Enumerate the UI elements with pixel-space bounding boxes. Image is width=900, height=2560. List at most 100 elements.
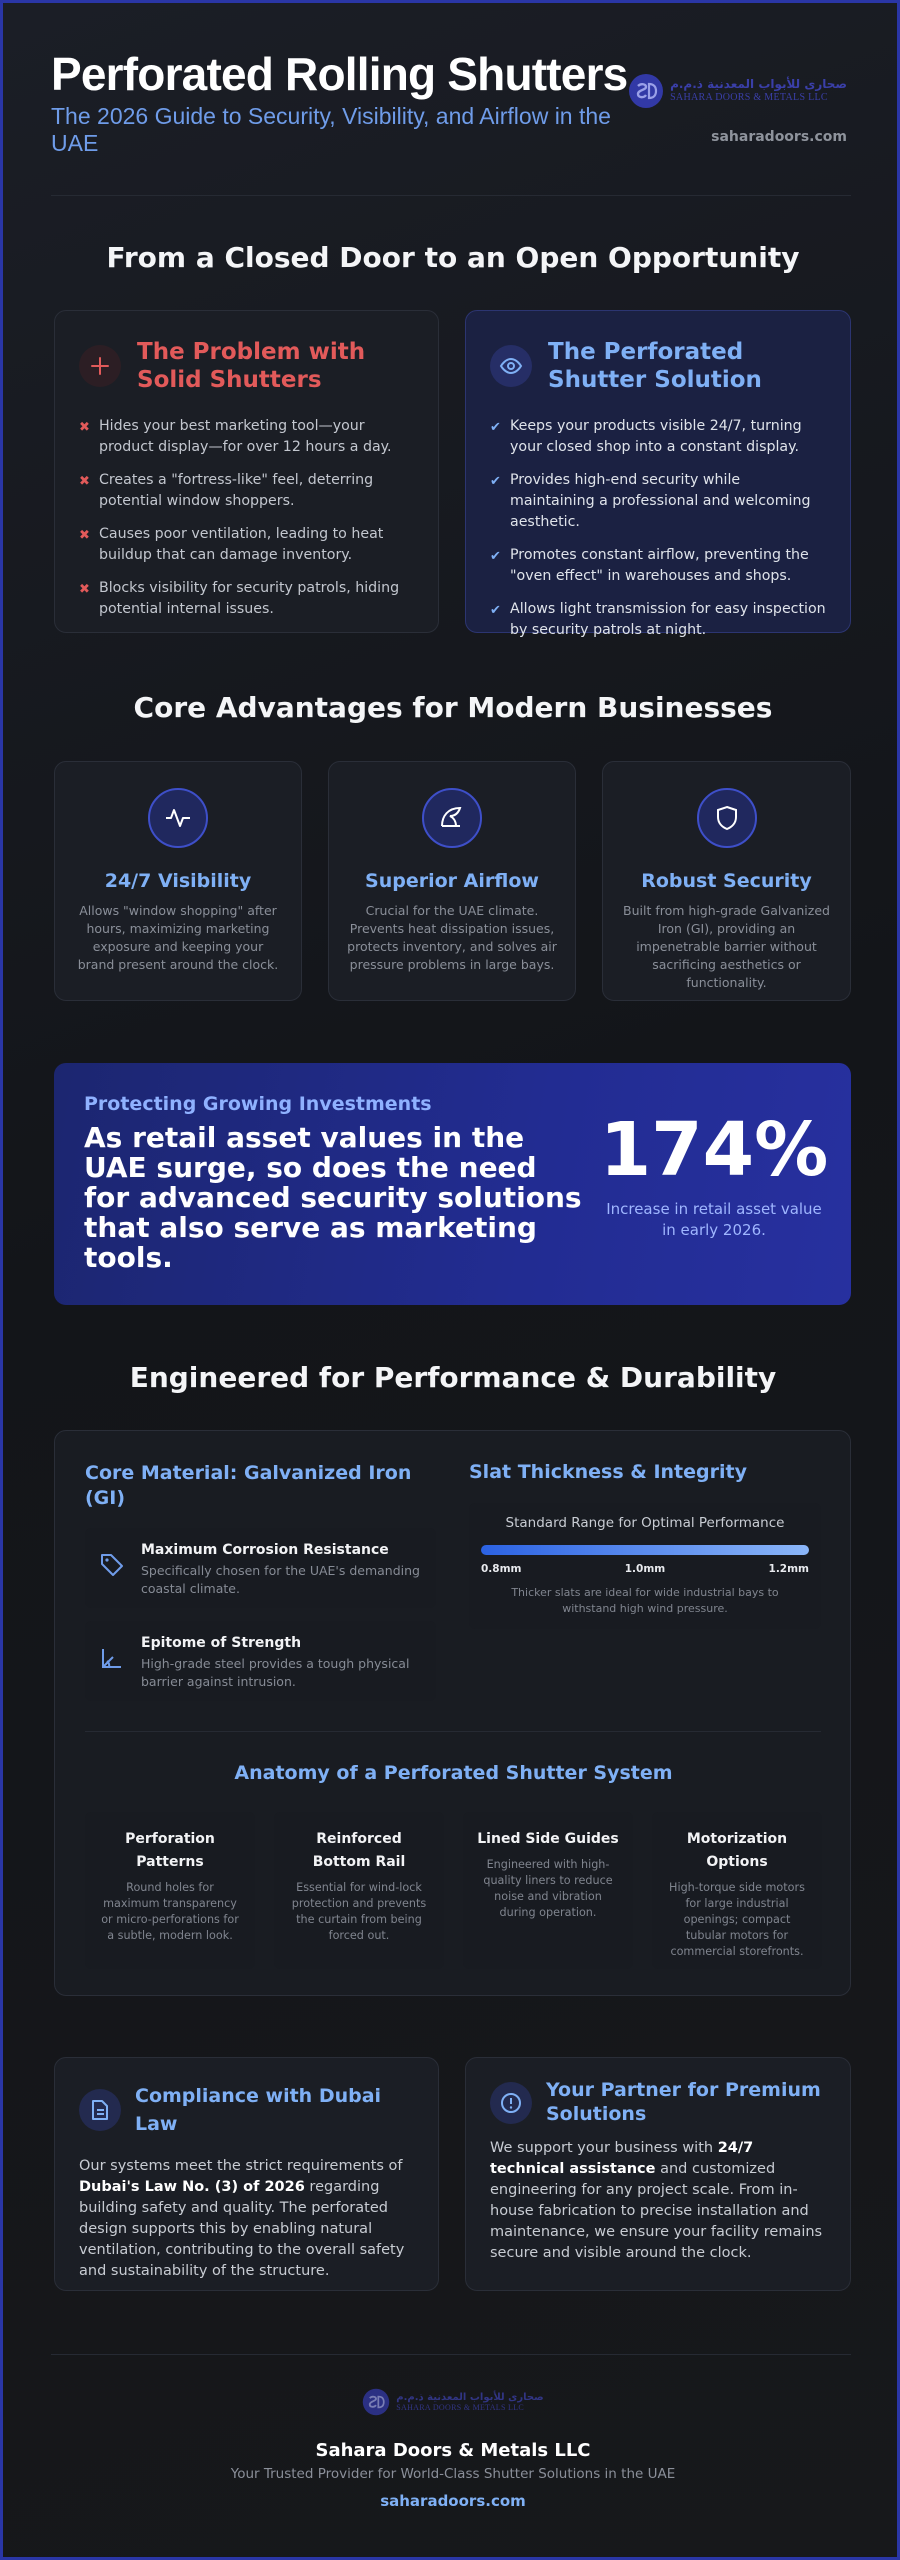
part-title: Perforation Patterns bbox=[125, 1831, 215, 1870]
problem-item: ✖ Creates a "fortress-like" feel, deterri… bbox=[79, 472, 374, 509]
solution-item: ✔ Provides high-end security while mainta… bbox=[490, 472, 811, 530]
material-feature: Epitome of Strength High-grade steel prov… bbox=[85, 1621, 436, 1701]
page-subtitle: The 2026 Guide to Security, Visibility, … bbox=[51, 103, 611, 156]
problem-title-row: The Problem with Solid Shutters bbox=[79, 338, 416, 394]
part-title: Motorization Options bbox=[686, 1831, 788, 1870]
icon bbox=[101, 1554, 123, 1576]
problem-item: ✖ Hides your best marketing tool—your pro… bbox=[79, 418, 392, 455]
problem-item: ✖ Causes poor ventilation, leading to hea… bbox=[79, 526, 384, 563]
divider bbox=[51, 195, 851, 196]
icon bbox=[166, 809, 190, 827]
footer-company: Sahara Doors & Metals LLC bbox=[315, 2440, 591, 2461]
investment-statement: As retail asset values in the UAE surge,… bbox=[84, 1121, 582, 1274]
feature-title: Maximum Corrosion Resistance bbox=[141, 1542, 389, 1558]
anatomy-title: Anatomy of a Perforated Shutter System bbox=[234, 1762, 673, 1784]
header-website[interactable]: saharadoors.com bbox=[711, 129, 847, 145]
investment-kicker: Protecting Growing Investments bbox=[84, 1093, 432, 1115]
text: Our systems meet the strict requirements… bbox=[79, 2158, 403, 2174]
text: and customized engineering for any proje… bbox=[490, 2161, 823, 2261]
part-text: Engineered with high-quality liners to r… bbox=[483, 1858, 613, 1919]
icon bbox=[441, 806, 462, 827]
part-text: Essential for wind-lock protection and p… bbox=[291, 1881, 427, 1942]
icon bbox=[716, 805, 737, 831]
advantage-title: Superior Airflow bbox=[365, 870, 539, 892]
solution-item: ✔ Promotes constant airflow, preventing t… bbox=[490, 547, 809, 584]
logo-arabic: صحارى للأبواب المعدنية ذ.م.م bbox=[670, 77, 847, 92]
solution-title-row: The Perforated Shutter Solution bbox=[490, 338, 828, 394]
thickness-range-label: Standard Range for Optimal Performance bbox=[505, 1515, 785, 1531]
material-title: Core Material: Galvanized Iron (GI) bbox=[85, 1462, 412, 1509]
advantage-card: Robust Security Built from high-grade Ga… bbox=[602, 761, 851, 1001]
divider bbox=[51, 2354, 851, 2355]
logo-arabic: صحارى للأبواب المعدنية ذ.م.م bbox=[396, 2391, 544, 2403]
text-bold: Dubai's Law No. (3) of 2026 bbox=[79, 2179, 305, 2195]
scale-label: 1.0mm bbox=[624, 1563, 666, 1575]
investment-caption: Increase in retail asset value in early … bbox=[606, 1200, 822, 1239]
investment-banner: Protecting Growing Investments As retail… bbox=[54, 1063, 851, 1305]
advantage-icon bbox=[422, 788, 482, 848]
text-bold: 24/7 technical assistance bbox=[490, 2140, 754, 2177]
footer-logo: صحارى للأبواب المعدنية ذ.م.م SAHARA DOORS… bbox=[3, 2388, 897, 2416]
page-title: Perforated Rolling Shutters bbox=[51, 48, 628, 100]
solution-item: ✔ Keeps your products visible 24/7, turni… bbox=[490, 418, 802, 455]
text: regarding building safety and quality. T… bbox=[79, 2179, 405, 2279]
advantage-card: Superior Airflow Crucial for the UAE cli… bbox=[328, 761, 576, 1001]
feature-text: Specifically chosen for the UAE's demand… bbox=[141, 1563, 420, 1596]
advantage-text: Allows "window shopping" after hours, ma… bbox=[77, 903, 279, 972]
partner-title-row: Your Partner for Premium Solutions bbox=[490, 2079, 828, 2126]
advantage-icon bbox=[696, 788, 757, 848]
feature-text: High-grade steel provides a tough physic… bbox=[141, 1656, 410, 1689]
advantage-title: 24/7 Visibility bbox=[104, 870, 252, 892]
engineering-panel: Core Material: Galvanized Iron (GI) Maxi… bbox=[54, 1430, 851, 1996]
thickness-box: Standard Range for Optimal Performance 0… bbox=[469, 1503, 821, 1629]
logo-english: SAHARA DOORS & METALS LLC bbox=[396, 2403, 525, 2413]
logo-english: SAHARA DOORS & METALS LLC bbox=[670, 92, 828, 104]
icon bbox=[91, 357, 109, 375]
logo-mark bbox=[363, 2388, 390, 2416]
compliance-title-row: Compliance with Dubai Law bbox=[79, 2082, 416, 2138]
anatomy-part: Reinforced Bottom Rail Essential for wind… bbox=[274, 1812, 444, 1969]
thickness-bar bbox=[481, 1545, 809, 1555]
partner-text: We support your business with 24/7 techn… bbox=[490, 2138, 828, 2264]
partner-icon bbox=[490, 2082, 532, 2124]
partner-title: Your Partner for Premium Solutions bbox=[546, 2079, 821, 2125]
footer-website[interactable]: saharadoors.com bbox=[380, 2492, 526, 2510]
thickness-note: Thicker slats are ideal for wide industr… bbox=[511, 1586, 779, 1615]
anatomy-part: Lined Side Guides Engineered with high-qu… bbox=[463, 1812, 633, 1969]
problem-list: ✖ Hides your best marketing tool—your pro… bbox=[79, 416, 416, 620]
problem-text: Hides your best marketing tool—your prod… bbox=[99, 418, 392, 455]
advantage-text: Built from high-grade Galvanized Iron (G… bbox=[623, 903, 830, 990]
compliance-text: Our systems meet the strict requirements… bbox=[79, 2156, 416, 2282]
feature-title: Epitome of Strength bbox=[141, 1635, 302, 1651]
advantage-title: Robust Security bbox=[641, 870, 812, 892]
logo-mark bbox=[629, 74, 664, 108]
problem-text: Blocks visibility for security patrols, … bbox=[99, 580, 400, 617]
material-feature: Maximum Corrosion Resistance Specifically… bbox=[85, 1528, 436, 1608]
logo: صحارى للأبواب المعدنية ذ.م.م SAHARA DOORS… bbox=[628, 73, 847, 109]
solution-text: Provides high-end security while maintai… bbox=[510, 472, 811, 530]
text: We support your business with bbox=[490, 2140, 714, 2156]
investment-stat: 174% bbox=[599, 1107, 829, 1193]
part-title: Lined Side Guides bbox=[477, 1831, 619, 1847]
problem-text: Creates a "fortress-like" feel, deterrin… bbox=[99, 472, 374, 509]
icon bbox=[499, 357, 523, 375]
partner-card: Your Partner for Premium Solutions We su… bbox=[465, 2057, 851, 2291]
problem-card: The Problem with Solid Shutters ✖ Hides y… bbox=[54, 310, 439, 633]
compliance-icon bbox=[79, 2089, 121, 2131]
part-text: High-torque side motors for large indust… bbox=[669, 1881, 805, 1958]
problem-icon bbox=[79, 345, 121, 387]
part-title: Reinforced Bottom Rail bbox=[312, 1831, 406, 1870]
advantage-card: 24/7 Visibility Allows "window shopping"… bbox=[54, 761, 302, 1001]
compliance-card: Compliance with Dubai Law Our systems me… bbox=[54, 2057, 439, 2291]
anatomy-part: Perforation Patterns Round holes for maxi… bbox=[85, 1812, 255, 1969]
scale-label: 0.8mm bbox=[481, 1563, 522, 1575]
compliance-title: Compliance with Dubai Law bbox=[135, 2085, 382, 2135]
solution-text: Promotes constant airflow, preventing th… bbox=[510, 547, 809, 584]
advantage-text: Crucial for the UAE climate. Prevents he… bbox=[347, 903, 557, 972]
solution-title: The Perforated Shutter Solution bbox=[548, 339, 762, 393]
icon bbox=[501, 2093, 521, 2113]
thickness-title: Slat Thickness & Integrity bbox=[469, 1461, 747, 1483]
section-heading: From a Closed Door to an Open Opportunit… bbox=[106, 241, 800, 274]
problem-title: The Problem with Solid Shutters bbox=[137, 339, 366, 393]
